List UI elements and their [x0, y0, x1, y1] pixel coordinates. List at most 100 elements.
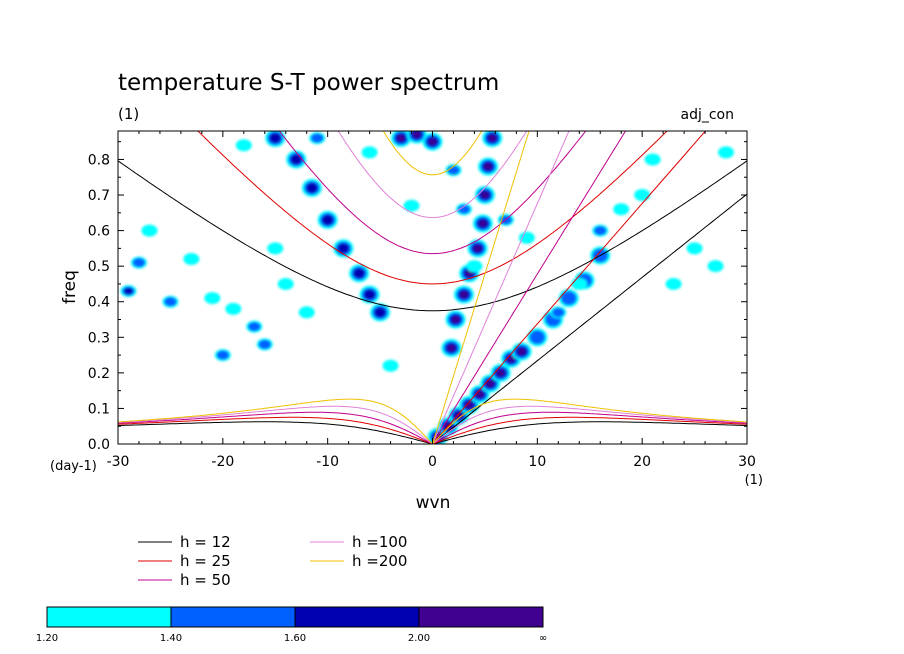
mrg-column-cell — [484, 163, 492, 170]
power-patch — [552, 307, 565, 318]
chart-subtitle-left: (1) — [118, 105, 139, 123]
power-patch — [593, 225, 607, 236]
power-blobs — [120, 131, 735, 444]
power-patch — [613, 203, 630, 216]
power-patch — [183, 253, 200, 266]
mrg-column-cell — [479, 220, 487, 227]
power-patch — [718, 146, 735, 159]
x-tick-label: 30 — [738, 454, 756, 470]
chart-subtitle-right: adj_con — [681, 107, 735, 123]
y-tick-label: 0.0 — [88, 437, 110, 453]
x-tick-label: -10 — [316, 454, 339, 470]
colorbar-label: ∞ — [539, 633, 547, 644]
top-center-cell — [397, 135, 405, 142]
ig-west-band-cell — [353, 268, 365, 279]
rossby-curve-h200 — [118, 398, 747, 444]
power-contours — [120, 131, 735, 444]
power-patch — [686, 242, 703, 255]
power-patch — [235, 139, 252, 152]
power-patch — [132, 257, 146, 268]
kelvin-curve-h100 — [432, 131, 570, 444]
kelvin-curve-h12 — [432, 193, 747, 444]
top-center-cell — [413, 131, 421, 138]
ig-curve-h12 — [118, 160, 747, 312]
dispersion-curves — [118, 131, 747, 444]
power-patch — [707, 260, 724, 273]
kelvin-band-cell — [497, 369, 505, 376]
rossby-curve-h50 — [118, 411, 747, 444]
ig-west-band-cell — [290, 154, 302, 165]
legend-label: h =200 — [352, 552, 407, 570]
y-axis: 0.0 0.1 0.2 0.3 0.4 0.5 0.6 0.7 0.8 — [88, 141, 747, 453]
ig-west-band-cell — [322, 214, 334, 225]
plot-frame — [117, 130, 748, 445]
power-patch — [204, 292, 221, 305]
power-patch — [644, 153, 661, 166]
mrg-column-cell — [481, 191, 489, 199]
y-tick-label: 0.3 — [88, 330, 110, 346]
x-tick-label: 0 — [428, 454, 437, 470]
power-patch — [361, 146, 378, 159]
y-tick-label: 0.5 — [88, 259, 110, 275]
mrg-column-cell — [465, 270, 473, 277]
rossby-curve-h12 — [118, 421, 747, 444]
mrg-column-cell — [488, 135, 496, 142]
power-patch — [141, 224, 158, 237]
colorbar-label: 1.60 — [284, 633, 306, 644]
legend-label: h = 12 — [180, 533, 231, 551]
colorbar-label: 2.00 — [408, 633, 430, 644]
kelvin-curve-h200 — [432, 131, 530, 444]
ig-curve-h25 — [197, 131, 668, 285]
east-band-cell — [560, 291, 577, 306]
colorbar-label: 1.20 — [36, 633, 58, 644]
legend-label: h = 50 — [180, 571, 231, 589]
ig-west-band-cell — [364, 289, 376, 300]
legend-label: h =100 — [352, 533, 407, 551]
power-patch — [225, 302, 242, 315]
power-patch — [258, 339, 272, 350]
x-axis-unit: (1) — [745, 473, 763, 488]
power-patch — [665, 277, 682, 290]
power-patch — [403, 199, 420, 212]
y-tick-label: 0.2 — [88, 366, 110, 382]
ig-west-band-cell — [337, 243, 349, 254]
power-patch — [518, 231, 535, 244]
power-patch — [382, 359, 399, 372]
mrg-column-cell — [474, 245, 481, 252]
power-patch — [267, 242, 284, 255]
kelvin-band-cell — [518, 348, 526, 355]
colorbar-swatch — [294, 606, 420, 628]
x-tick-label: -20 — [211, 454, 234, 470]
ig-west-band-cell — [269, 133, 281, 144]
power-patch — [298, 306, 315, 319]
y-tick-label: 0.7 — [88, 188, 110, 204]
mrg-column-cell — [460, 291, 468, 298]
y-tick-label: 0.4 — [88, 295, 110, 311]
mrg-column-cell — [447, 344, 455, 352]
power-patch — [634, 189, 651, 202]
ig-curve-h200 — [382, 131, 483, 176]
y-axis-unit: (day-1) — [50, 459, 97, 474]
power-patch — [216, 350, 230, 360]
y-tick-label: 0.1 — [88, 401, 110, 417]
y-axis-label: freq — [60, 270, 80, 304]
power-patch — [310, 133, 324, 143]
east-band-cell — [529, 330, 546, 345]
y-tick-label: 0.8 — [88, 152, 110, 168]
power-patch — [457, 204, 471, 214]
power-patch — [571, 277, 588, 290]
power-patch — [164, 297, 177, 307]
mrg-column-cell — [452, 316, 459, 323]
power-patch — [466, 260, 483, 273]
legend-label: h = 25 — [180, 552, 231, 570]
ig-west-band-cell — [374, 307, 386, 318]
rossby-curve-h100 — [118, 405, 747, 444]
colorbar-swatch — [170, 606, 296, 628]
x-tick-label: 10 — [528, 454, 546, 470]
kelvin-curve-h25 — [432, 131, 707, 444]
ig-curve-h100 — [337, 131, 528, 219]
kelvin-band-cell — [476, 391, 484, 398]
top-center-cell — [429, 138, 436, 145]
